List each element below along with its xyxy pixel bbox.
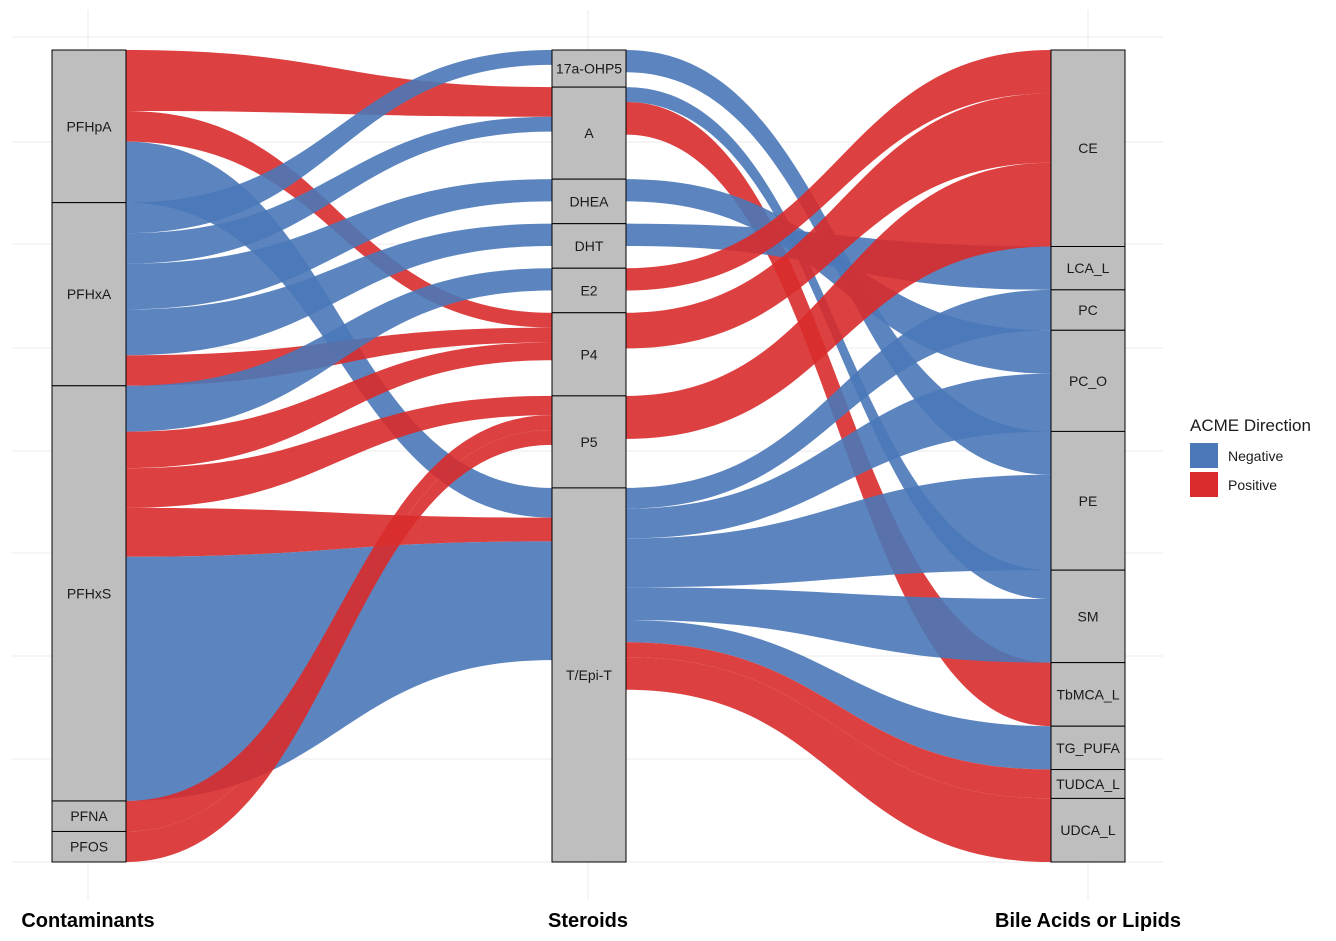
stratum-label-pfna: PFNA xyxy=(70,808,108,824)
flow-stage2-p5-to-ce xyxy=(626,162,1051,439)
stratum-dhea xyxy=(551,178,627,225)
legend-label-positive: Positive xyxy=(1228,477,1277,493)
stratum-label-a: A xyxy=(584,125,594,141)
stratum-label-ce: CE xyxy=(1078,140,1097,156)
stratum-pc xyxy=(1050,289,1126,331)
stratum-label-pc-o: PC_O xyxy=(1069,373,1107,389)
stratum-label-tudca-l: TUDCA_L xyxy=(1056,776,1120,792)
stratum-pfhxs xyxy=(51,385,127,802)
stratum-label-pfhpa: PFHpA xyxy=(66,118,112,134)
axis-label-bile-acids-or-lipids: Bile Acids or Lipids xyxy=(995,910,1181,932)
stratum-udca-l xyxy=(1050,797,1126,863)
legend: ACME Direction Negative Positive xyxy=(1190,416,1311,497)
stratum-label-p4: P4 xyxy=(580,346,597,362)
flow-stage1-pfna-to-p5 xyxy=(126,415,552,832)
stratum-17a-ohp5 xyxy=(551,49,627,88)
stratum-label-pe: PE xyxy=(1079,493,1098,509)
flow-stage1-pfhxs-to-p4 xyxy=(126,342,552,469)
stratum-label-p5: P5 xyxy=(580,434,597,450)
flow-stage2-p4-to-ce xyxy=(626,93,1051,349)
stratum-tudca-l xyxy=(1050,769,1126,799)
flow-stage1-pfhxa-to-dhea xyxy=(126,179,552,310)
stratum-ce xyxy=(1050,49,1126,247)
axis-label-steroids: Steroids xyxy=(548,910,628,932)
flow-stage2-t-epi-t-to-pc xyxy=(626,289,1051,509)
flow-stage1-pfhpa-to-a xyxy=(126,50,552,117)
stratum-pe xyxy=(1050,430,1126,571)
stratum-a xyxy=(551,86,627,180)
stratum-pfhpa xyxy=(51,49,127,204)
stratum-label-lca-l: LCA_L xyxy=(1067,260,1110,276)
flow-stage1-pfos-to-p5 xyxy=(126,430,552,862)
flow-stage1-pfhxa-to-dht xyxy=(126,223,552,356)
flow-stage2-t-epi-t-to-udca-l xyxy=(626,657,1051,862)
flow-stage1-pfhxa-to-17a-ohp5 xyxy=(126,50,552,234)
stratum-tbmca-l xyxy=(1050,662,1126,727)
flow-stage1-pfhxs-to-t-epi-t xyxy=(126,541,552,801)
stratum-pfos xyxy=(51,830,127,863)
legend-swatch-negative xyxy=(1190,443,1218,468)
flow-stage2-t-epi-t-to-tg-pufa xyxy=(626,620,1051,770)
stratum-label-pfhxa: PFHxA xyxy=(67,286,112,302)
axis-label-contaminants: Contaminants xyxy=(21,910,154,932)
stratum-label-sm: SM xyxy=(1078,608,1099,624)
stratum-label-e2: E2 xyxy=(580,282,597,298)
stratum-lca-l xyxy=(1050,245,1126,291)
stratum-label-tg-pufa: TG_PUFA xyxy=(1056,740,1120,756)
legend-swatch-positive xyxy=(1190,472,1218,497)
stratum-p4 xyxy=(551,312,627,397)
flow-stage2-t-epi-t-to-sm xyxy=(626,587,1051,663)
stratum-label-dht: DHT xyxy=(575,238,604,254)
flow-layer xyxy=(126,50,1051,862)
legend-title: ACME Direction xyxy=(1190,416,1311,435)
strata-layer: PFHpA PFHxA PFHxS PFNA PFOS 17a-OHP5 A DHEA DHT E… xyxy=(51,49,1126,863)
stratum-label-17a-ohp5: 17a-OHP5 xyxy=(556,61,622,77)
flow-stage2-e2-to-ce xyxy=(626,50,1051,291)
flow-stage2-t-epi-t-to-pc-o xyxy=(626,373,1051,539)
flow-stage1-pfhxs-to-p5 xyxy=(126,395,552,508)
legend-label-negative: Negative xyxy=(1228,448,1283,464)
stratum-p5 xyxy=(551,395,627,489)
stratum-t-epi-t xyxy=(551,487,627,863)
stratum-pfhxa xyxy=(51,202,127,387)
stratum-e2 xyxy=(551,267,627,314)
flow-stage2-dht-to-lca-l xyxy=(626,223,1051,290)
stratum-label-t-epi-t: T/Epi-T xyxy=(566,667,612,683)
stratum-label-pfhxs: PFHxS xyxy=(67,585,111,601)
stratum-dht xyxy=(551,223,627,269)
flow-stage2-a-to-sm xyxy=(626,87,1051,600)
flow-stage2-t-epi-t-to-tudca-l xyxy=(626,642,1051,799)
stratum-pc-o xyxy=(1050,329,1126,432)
stratum-label-udca-l: UDCA_L xyxy=(1060,822,1115,838)
flow-stage1-pfhxa-to-a xyxy=(126,116,552,264)
stratum-label-dhea: DHEA xyxy=(570,193,610,209)
flow-stage1-pfhxs-to-t-epi-t xyxy=(126,507,552,557)
flow-stage1-pfhxs-to-e2 xyxy=(126,268,552,432)
flow-stage1-pfhpa-to-p4 xyxy=(126,111,552,328)
stratum-label-pc: PC xyxy=(1078,302,1097,318)
stratum-label-pfos: PFOS xyxy=(70,839,108,855)
stratum-label-tbmca-l: TbMCA_L xyxy=(1056,686,1119,702)
flow-stage2-t-epi-t-to-pe xyxy=(626,474,1051,588)
